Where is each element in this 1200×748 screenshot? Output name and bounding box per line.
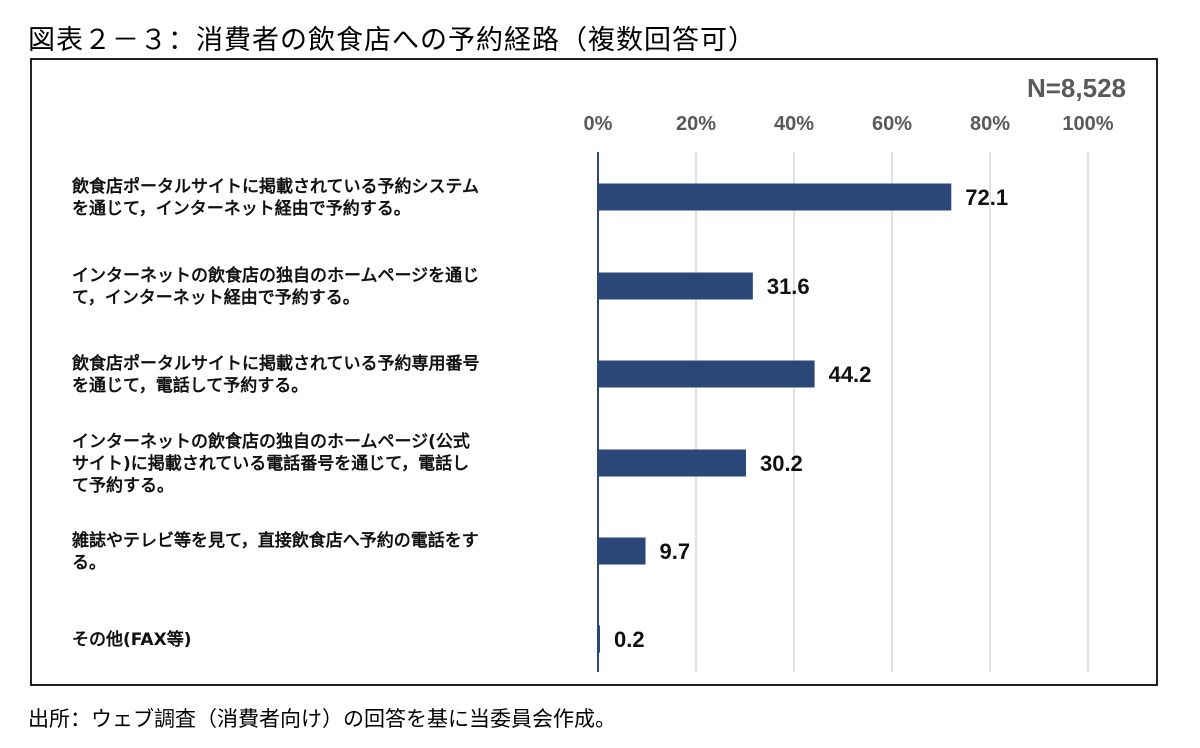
category-label: その他(FAX等)	[72, 629, 191, 650]
value-label: 31.6	[767, 274, 810, 299]
bars	[598, 183, 952, 653]
x-tick-label: 20%	[676, 113, 716, 135]
category-label: を通じて，インターネット経由で予約する。	[72, 198, 411, 219]
value-label: 44.2	[829, 362, 872, 387]
category-labels: 飲食店ポータルサイトに掲載されている予約システムを通じて，インターネット経由で予…	[71, 176, 480, 650]
category-label: て予約する。	[72, 475, 174, 496]
category-label: 雑誌やテレビ等を見て，直接飲食店へ予約の電話をす	[71, 530, 479, 551]
category-label: サイト)に掲載されている電話番号を通じて，電話し	[72, 453, 469, 474]
figure-title: 図表２－３：消費者の飲食店への予約経路（複数回答可）	[28, 25, 756, 56]
category-label: インターネットの飲食店の独自のホームページを通じ	[72, 265, 479, 286]
x-tick-labels: 0% 20% 40% 60% 80% 100%	[584, 113, 1114, 135]
x-tick-label: 0%	[584, 113, 613, 135]
bar	[598, 272, 753, 300]
category-label: て，インターネット経由で予約する。	[72, 287, 360, 308]
x-tick-label: 100%	[1062, 113, 1113, 135]
category-label: 飲食店ポータルサイトに掲載されている予約システム	[71, 176, 479, 197]
category-label: インターネットの飲食店の独自のホームページ(公式	[72, 431, 470, 452]
chart-frame	[30, 58, 1158, 686]
bar	[598, 449, 746, 477]
sample-size-label: N=8,528	[1027, 73, 1126, 103]
gridlines	[695, 152, 1089, 672]
x-tick-label: 60%	[872, 113, 912, 135]
category-label: る。	[72, 553, 106, 573]
source-note: 出所：ウェブ調査（消費者向け）の回答を基に当委員会作成。	[28, 707, 616, 731]
value-label: 30.2	[760, 451, 803, 476]
value-label: 9.7	[660, 539, 691, 564]
value-labels: 72.1 31.6 44.2 30.2 9.7 0.2	[614, 185, 1008, 652]
x-tick-label: 80%	[970, 113, 1010, 135]
bar	[598, 537, 646, 565]
value-label: 0.2	[614, 627, 645, 652]
bar	[598, 360, 815, 388]
bar	[598, 183, 952, 211]
value-label: 72.1	[965, 185, 1008, 210]
x-tick-label: 40%	[774, 113, 814, 135]
category-label: を通じて，電話して予約する。	[72, 375, 308, 396]
category-label: 飲食店ポータルサイトに掲載されている予約専用番号	[71, 353, 480, 374]
